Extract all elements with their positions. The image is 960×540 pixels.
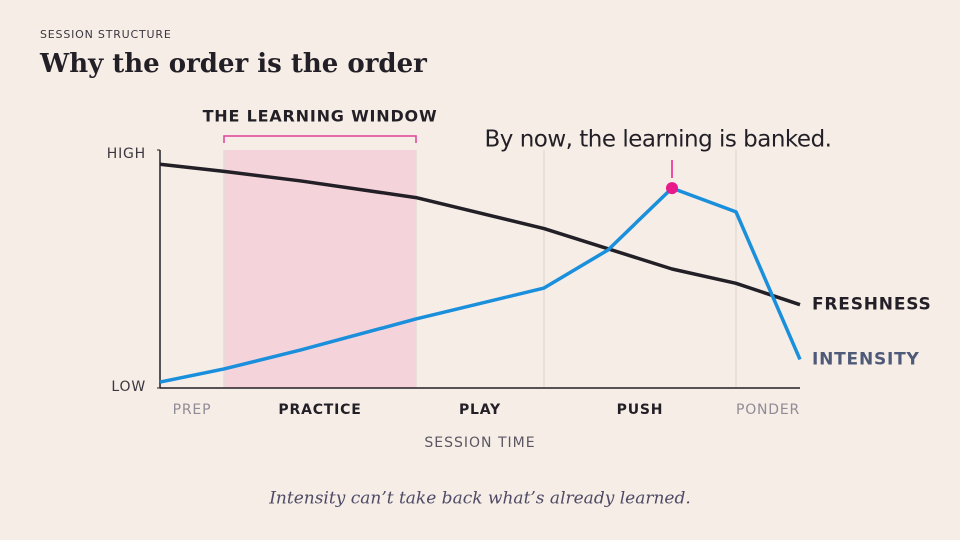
kicker: SESSION STRUCTURE (40, 28, 172, 41)
phase-label: PRACTICE (278, 402, 361, 418)
y-tick-label: LOW (111, 379, 146, 395)
caption: Intensity can’t take back what’s already… (268, 489, 691, 509)
chart-title: Why the order is the order (39, 49, 427, 79)
annotation-text: By now, the learning is banked. (485, 127, 832, 153)
legend-label: FRESHNESS (812, 295, 932, 315)
series-line (159, 162, 801, 307)
series-line (159, 186, 802, 384)
annotation-point (666, 182, 678, 195)
highlight-band (224, 150, 416, 388)
phase-label: PREP (173, 402, 212, 418)
y-tick-label: HIGH (107, 146, 146, 162)
highlight-label: THE LEARNING WINDOW (203, 107, 438, 126)
phase-label: PONDER (736, 402, 800, 418)
phase-label: PLAY (459, 402, 501, 418)
legend-label: INTENSITY (812, 349, 920, 369)
phase-label: PUSH (617, 402, 664, 418)
highlight-bracket (223, 135, 417, 143)
x-axis-label: SESSION TIME (424, 435, 535, 451)
